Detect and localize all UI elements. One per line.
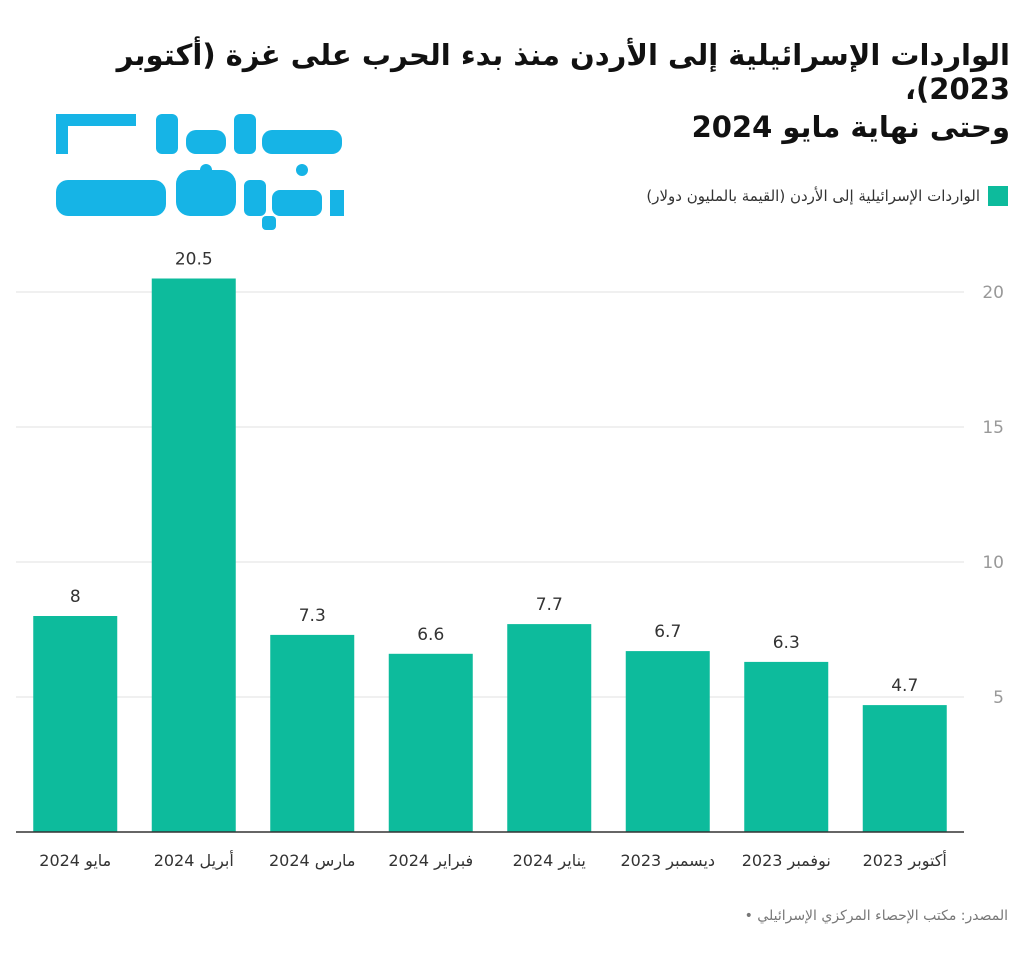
x-tick-label: مايو 2024 — [39, 851, 111, 871]
y-tick-label: 20 — [982, 283, 1004, 303]
bar — [151, 278, 236, 832]
logo-shapes — [56, 114, 344, 230]
legend: الواردات الإسرائيلية إلى الأردن (القيمة … — [646, 186, 1008, 206]
data-label: 6.3 — [773, 633, 800, 653]
data-label: 4.7 — [891, 676, 918, 696]
chart-title-line-1: الواردات الإسرائيلية إلى الأردن منذ بدء … — [116, 38, 1010, 106]
legend-swatch — [988, 186, 1008, 206]
x-tick-label: أبريل 2024 — [154, 850, 234, 871]
x-tick-label: فبراير 2024 — [388, 851, 473, 871]
y-tick-label: 15 — [982, 418, 1004, 438]
bar — [744, 661, 829, 832]
bar — [270, 634, 355, 832]
data-label: 8 — [70, 587, 81, 607]
source-note: المصدر: مكتب الإحصاء المركزي الإسرائيلي … — [744, 908, 1008, 924]
x-tick-label: مارس 2024 — [269, 851, 356, 871]
bar — [862, 705, 947, 832]
logo — [56, 110, 356, 234]
x-tick-label: نوفمبر 2023 — [742, 851, 831, 871]
y-tick-label: 5 — [993, 688, 1004, 708]
bar — [507, 624, 592, 832]
data-label: 20.5 — [175, 250, 213, 270]
bar — [388, 653, 473, 832]
logo-mark — [56, 114, 344, 230]
data-label: 7.3 — [299, 606, 326, 626]
legend-label: الواردات الإسرائيلية إلى الأردن (القيمة … — [646, 187, 980, 205]
data-label: 7.7 — [536, 595, 563, 615]
x-tick-label: ديسمبر 2023 — [620, 851, 715, 871]
chart-title-line-2: وحتى نهاية مايو 2024 — [691, 110, 1010, 144]
data-label: 6.6 — [417, 625, 444, 645]
bar — [33, 616, 118, 832]
x-tick-label: يناير 2024 — [513, 851, 586, 871]
y-tick-label: 10 — [982, 553, 1004, 573]
data-label: 6.7 — [654, 622, 681, 642]
bar — [625, 651, 710, 832]
x-tick-label: أكتوبر 2023 — [863, 850, 947, 871]
